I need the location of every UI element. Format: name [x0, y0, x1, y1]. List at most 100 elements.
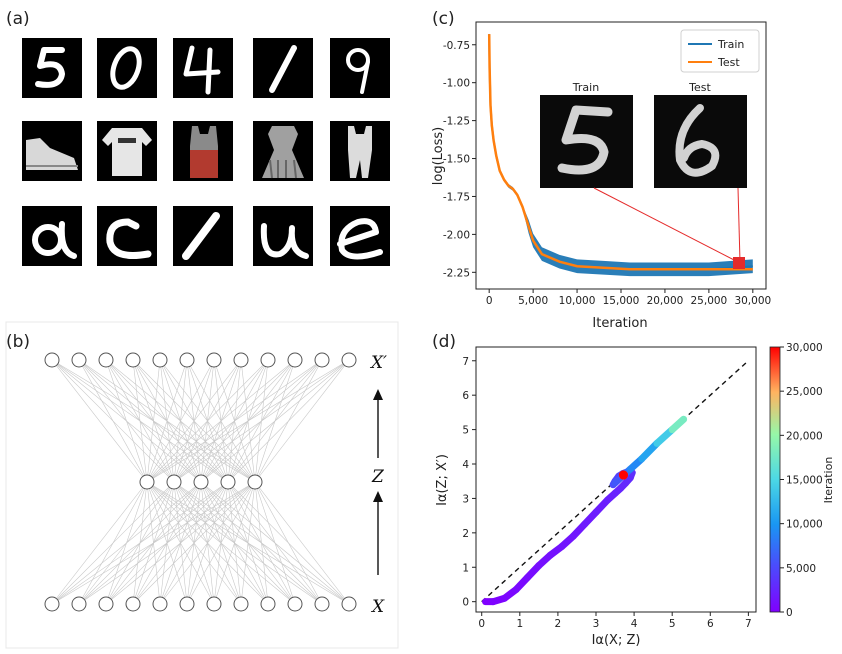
image-letter-a [22, 206, 82, 266]
inset-test-title: Test [688, 81, 711, 94]
output-node [260, 352, 276, 368]
info-ytick-label: 7 [462, 356, 469, 368]
input-node [233, 596, 249, 612]
network-edge [146, 359, 188, 483]
info-xtick-label: 2 [555, 618, 562, 630]
latent-node [166, 474, 182, 490]
loss-xtick-label: 30,000 [734, 295, 771, 307]
info-xtick-label: 5 [669, 618, 676, 630]
loss-xlabel: Iteration [592, 316, 647, 331]
network-edge [51, 481, 148, 605]
output-node [287, 352, 303, 368]
network-edge [146, 359, 215, 483]
network-edge [146, 481, 161, 605]
loss-xtick-label: 5,000 [518, 295, 548, 307]
network-edge [173, 481, 350, 605]
image-digit-5 [22, 38, 82, 98]
loss-ytick-label: -1.25 [443, 116, 470, 128]
input-node [341, 596, 357, 612]
network-edge [146, 359, 269, 483]
info-xtick-label: 6 [707, 618, 714, 630]
network-edge [146, 359, 296, 483]
info-xlabel: Iα(X; Z) [592, 633, 641, 648]
image-letter-e [330, 206, 390, 266]
info-ytick-label: 4 [462, 459, 469, 471]
output-node [206, 352, 222, 368]
network-edge [146, 359, 242, 483]
image-letter-u [253, 206, 313, 266]
network-edge [173, 359, 350, 483]
loss-ytick-label: -1.00 [443, 78, 470, 90]
image-sneaker [22, 121, 82, 181]
loss-xtick-label: 20,000 [647, 295, 684, 307]
loss-xtick-label: 25,000 [691, 295, 728, 307]
network-edge [227, 359, 350, 483]
colorbar-tick-label: 25,000 [786, 386, 823, 398]
image-tshirt [97, 121, 157, 181]
network-edge [105, 359, 148, 483]
network-edge [146, 481, 296, 605]
trajectory-segment [638, 439, 661, 463]
info-ytick-label: 6 [462, 390, 469, 402]
info-xtick-label: 0 [478, 618, 485, 630]
loss-ytick-label: -2.00 [443, 229, 470, 241]
info-xtick-label: 4 [631, 618, 638, 630]
info-trajectory [481, 360, 749, 606]
colorbar-tick-label: 30,000 [786, 342, 823, 354]
network-edge [254, 359, 350, 483]
network-edge [146, 481, 215, 605]
colorbar-tick-label: 0 [786, 607, 793, 619]
loss-ytick-label: -2.25 [443, 267, 470, 279]
information-plane-chart: 0 1 2 3 4 5 6 7 0 1 2 3 4 5 6 7 Iα(X; Z) Iα(Z; X′) 0 5,0… [435, 342, 835, 648]
info-xtick-label: 7 [745, 618, 752, 630]
colorbar-ticks: 0 5,000 10,000 15,000 20,000 25,000 30,000 [780, 342, 823, 619]
image-letter-l [173, 206, 233, 266]
input-node [179, 596, 195, 612]
output-node [152, 352, 168, 368]
trajectory-segment [668, 415, 688, 434]
inset-train-image [540, 95, 633, 188]
panel-d-label: (d) [432, 332, 456, 352]
trajectory-endpoint [618, 470, 628, 480]
input-node [314, 596, 330, 612]
info-ytick-label: 1 [462, 562, 469, 574]
arrow-upper-head [373, 389, 383, 400]
loss-ytick-label: -1.75 [443, 191, 470, 203]
output-node [71, 352, 87, 368]
loss-ytick-label: -1.50 [443, 154, 470, 166]
network-edge [200, 481, 350, 605]
latent-node [220, 474, 236, 490]
test-series-line [487, 34, 753, 271]
colorbar-tick-label: 20,000 [786, 430, 823, 442]
latent-node [139, 474, 155, 490]
network-edge [78, 481, 148, 605]
loss-axis-ticks: 0 5,000 10,000 15,000 20,000 25,000 30,000 -0.7… [443, 40, 771, 307]
colorbar [769, 346, 781, 613]
latent-node [247, 474, 263, 490]
info-xtick-label: 1 [516, 618, 523, 630]
info-xtick-label: 3 [593, 618, 600, 630]
input-node [44, 596, 60, 612]
latent-node [193, 474, 209, 490]
image-digit-4 [173, 38, 233, 98]
network-edge [78, 359, 148, 483]
colorbar-tick-label: 5,000 [786, 563, 816, 575]
inset-train-connector [593, 187, 739, 263]
loss-xtick-label: 0 [486, 295, 493, 307]
input-node [98, 596, 114, 612]
input-node [287, 596, 303, 612]
network-diagram: X′ Z X [5, 321, 399, 649]
network-edge [146, 359, 350, 483]
image-romper [330, 121, 390, 181]
label-x-prime: X′ [369, 353, 387, 373]
digit-image-grid [22, 38, 390, 266]
label-z: Z [371, 467, 385, 487]
input-node [260, 596, 276, 612]
output-node [179, 352, 195, 368]
info-axis-ticks: 0 1 2 3 4 5 6 7 0 1 2 3 4 5 6 7 [462, 356, 751, 630]
network-nodes [44, 352, 357, 612]
network-edge [227, 481, 350, 605]
network-frame [5, 321, 399, 649]
reference-diagonal [481, 360, 749, 603]
image-dress [253, 121, 313, 181]
